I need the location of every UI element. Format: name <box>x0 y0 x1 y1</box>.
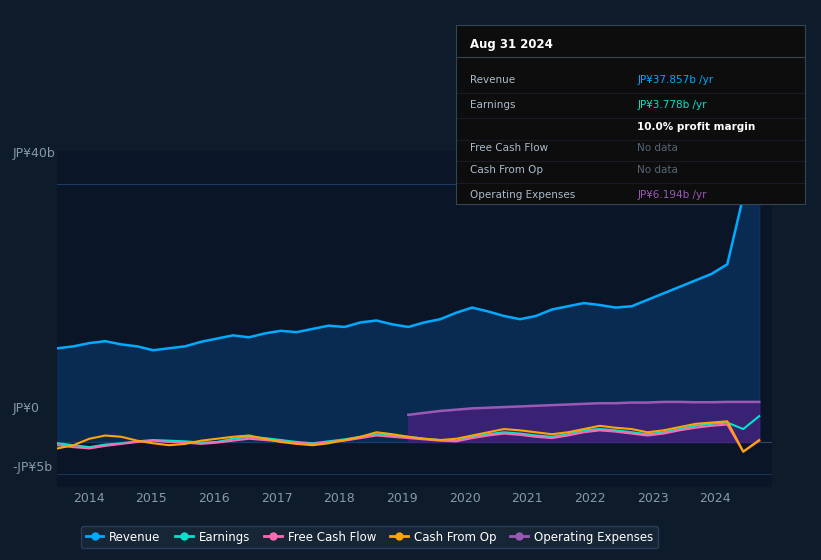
Text: JP¥40b: JP¥40b <box>12 147 55 161</box>
Text: Operating Expenses: Operating Expenses <box>470 190 575 200</box>
Text: Earnings: Earnings <box>470 100 515 110</box>
Text: -JP¥5b: -JP¥5b <box>12 461 53 474</box>
Text: JP¥3.778b /yr: JP¥3.778b /yr <box>637 100 707 110</box>
Text: 10.0% profit margin: 10.0% profit margin <box>637 122 755 132</box>
Text: JP¥0: JP¥0 <box>12 402 39 416</box>
Text: Aug 31 2024: Aug 31 2024 <box>470 38 553 51</box>
Text: JP¥6.194b /yr: JP¥6.194b /yr <box>637 190 707 200</box>
Text: Cash From Op: Cash From Op <box>470 165 543 175</box>
Text: No data: No data <box>637 143 678 153</box>
Text: No data: No data <box>637 165 678 175</box>
Text: Free Cash Flow: Free Cash Flow <box>470 143 548 153</box>
Legend: Revenue, Earnings, Free Cash Flow, Cash From Op, Operating Expenses: Revenue, Earnings, Free Cash Flow, Cash … <box>81 526 658 548</box>
Text: JP¥37.857b /yr: JP¥37.857b /yr <box>637 76 713 85</box>
Text: Revenue: Revenue <box>470 76 515 85</box>
